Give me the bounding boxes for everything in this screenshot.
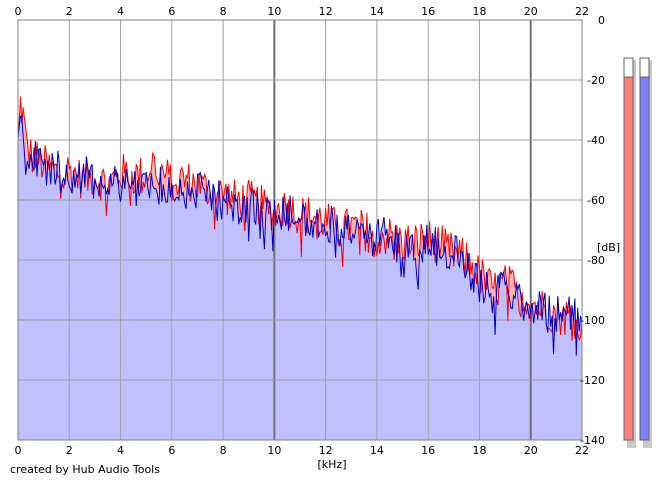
level-meters [623, 57, 652, 448]
x-tick-label-top: 14 [370, 5, 384, 18]
x-tick-label-top: 12 [319, 5, 333, 18]
y-tick-label: -120 [580, 374, 605, 387]
x-tick-label-bottom: 12 [319, 444, 333, 457]
x-tick-label-bottom: 0 [15, 444, 22, 457]
x-tick-label-bottom: 18 [472, 444, 486, 457]
x-tick-label-bottom: 22 [575, 444, 589, 457]
x-axis-label: [kHz] [318, 458, 347, 471]
bottom-axis-ticks: 0 2 4 6 8 10 12 14 16 18 20 22 [15, 444, 590, 457]
x-tick-label-top: 18 [472, 5, 486, 18]
meter-level [623, 76, 634, 441]
y-tick-label: 0 [598, 14, 605, 27]
top-axis-ticks: 0 2 4 6 8 10 12 14 16 18 20 22 [15, 5, 590, 18]
x-tick-label-top: 16 [421, 5, 435, 18]
y-axis-label: [dB] [597, 241, 620, 254]
x-tick-label-bottom: 2 [66, 444, 73, 457]
y-tick-label: -140 [580, 434, 605, 447]
x-tick-label-bottom: 6 [168, 444, 175, 457]
x-tick-label-bottom: 14 [370, 444, 384, 457]
x-tick-label-bottom: 20 [524, 444, 538, 457]
series-2-fill [18, 115, 582, 441]
x-tick-label-top: 0 [15, 5, 22, 18]
y-tick-label: -60 [587, 194, 605, 207]
y-tick-label: -100 [580, 314, 605, 327]
x-tick-label-top: 2 [66, 5, 73, 18]
y-tick-label: -20 [587, 74, 605, 87]
credit-text: created by Hub Audio Tools [10, 463, 160, 476]
x-tick-label-bottom: 10 [267, 444, 281, 457]
x-tick-label-top: 4 [117, 5, 124, 18]
x-tick-label-top: 8 [220, 5, 227, 18]
x-tick-label-top: 10 [267, 5, 281, 18]
x-tick-label-bottom: 4 [117, 444, 124, 457]
x-tick-label-bottom: 16 [421, 444, 435, 457]
plot-lines [17, 96, 583, 356]
series-1-line [17, 96, 583, 342]
series-2-line [17, 115, 583, 356]
x-tick-label-bottom: 8 [220, 444, 227, 457]
y-tick-label: -40 [587, 134, 605, 147]
y-tick-label: -80 [587, 254, 605, 267]
right-axis-ticks: 0 -20 -40 -60 -80 -100 -120 -140 [580, 14, 605, 447]
x-tick-label-top: 20 [524, 5, 538, 18]
meter-level [639, 76, 650, 441]
x-tick-label-top: 6 [168, 5, 175, 18]
x-tick-label-top: 22 [575, 5, 589, 18]
plot-border [17, 19, 583, 441]
plot-fills [18, 96, 582, 441]
